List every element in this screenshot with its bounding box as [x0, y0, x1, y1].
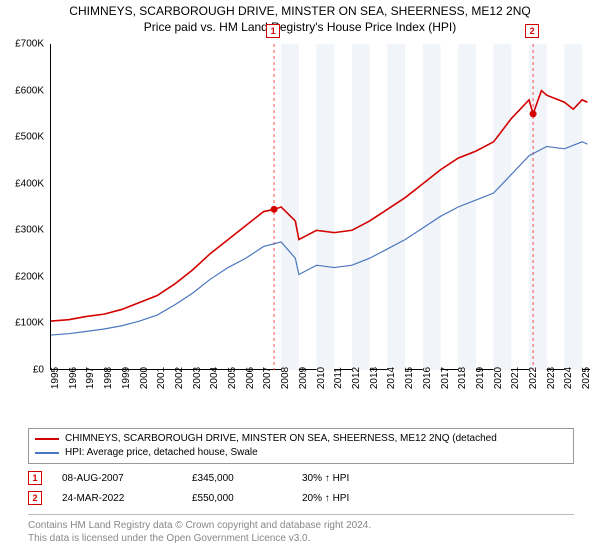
x-tick-label: 2017 — [440, 367, 451, 389]
x-tick-label: 1995 — [50, 367, 61, 389]
sales-row: 2 24-MAR-2022£550,00020% ↑ HPI — [28, 488, 574, 508]
sales-price: £550,000 — [192, 493, 302, 504]
x-tick-label: 2023 — [546, 367, 557, 389]
band-bg — [317, 44, 335, 370]
sales-table: 1 08-AUG-2007£345,00030% ↑ HPI 2 24-MAR-202… — [28, 468, 574, 508]
x-tick-label: 2016 — [422, 367, 433, 389]
legend-label: CHIMNEYS, SCARBOROUGH DRIVE, MINSTER ON … — [65, 432, 497, 446]
chart-title-line1: CHIMNEYS, SCARBOROUGH DRIVE, MINSTER ON … — [0, 4, 600, 18]
legend-swatch — [35, 438, 59, 440]
x-tick-label: 2012 — [351, 367, 362, 389]
x-tick-label: 2015 — [404, 367, 415, 389]
x-tick-label: 2004 — [209, 367, 220, 389]
y-tick-label: £700K — [15, 39, 44, 50]
sale-marker-box: 2 — [525, 24, 539, 38]
x-tick-label: 2003 — [192, 367, 203, 389]
x-axis: 1995199619971998199920002001200220032004… — [50, 374, 590, 404]
chart-svg — [51, 44, 591, 370]
x-tick-label: 1996 — [68, 367, 79, 389]
sales-row: 1 08-AUG-2007£345,00030% ↑ HPI — [28, 468, 574, 488]
y-tick-label: £200K — [15, 271, 44, 282]
x-tick-label: 2011 — [333, 367, 344, 389]
x-tick-label: 2021 — [510, 367, 521, 389]
x-tick-label: 2024 — [563, 367, 574, 389]
y-tick-label: £400K — [15, 178, 44, 189]
footer-line1: Contains HM Land Registry data © Crown c… — [28, 519, 574, 532]
sales-diff: 20% ↑ HPI — [302, 493, 412, 504]
x-tick-label: 2013 — [369, 367, 380, 389]
x-tick-label: 2005 — [227, 367, 238, 389]
y-tick-label: £500K — [15, 132, 44, 143]
y-tick-label: £100K — [15, 318, 44, 329]
sales-date: 08-AUG-2007 — [62, 473, 192, 484]
band-bg — [494, 44, 512, 370]
footer: Contains HM Land Registry data © Crown c… — [28, 514, 574, 545]
chart-container: CHIMNEYS, SCARBOROUGH DRIVE, MINSTER ON … — [0, 0, 600, 560]
x-tick-label: 2014 — [386, 367, 397, 389]
sales-marker-box: 1 — [28, 471, 42, 485]
x-tick-label: 1997 — [85, 367, 96, 389]
x-tick-label: 2022 — [528, 367, 539, 389]
x-tick-label: 2025 — [581, 367, 592, 389]
band-bg — [458, 44, 476, 370]
sales-date: 24-MAR-2022 — [62, 493, 192, 504]
x-tick-label: 2018 — [457, 367, 468, 389]
x-tick-label: 1998 — [103, 367, 114, 389]
chart-title-line2: Price paid vs. HM Land Registry's House … — [0, 20, 600, 34]
sales-diff: 30% ↑ HPI — [302, 473, 412, 484]
y-tick-label: £300K — [15, 225, 44, 236]
sale-dot — [271, 206, 278, 213]
x-tick-label: 2002 — [174, 367, 185, 389]
x-tick-label: 2001 — [156, 367, 167, 389]
sale-marker-box: 1 — [266, 24, 280, 38]
chart-area: £0 £100K £200K £300K £400K £500K £600K £700K 12… — [0, 40, 600, 400]
x-tick-label: 2010 — [316, 367, 327, 389]
x-tick-label: 2007 — [262, 367, 273, 389]
legend-label: HPI: Average price, detached house, Swal… — [65, 446, 258, 460]
plot-area: 12 — [50, 44, 590, 370]
band-bg — [564, 44, 582, 370]
sales-price: £345,000 — [192, 473, 302, 484]
band-bg — [423, 44, 441, 370]
x-tick-label: 2019 — [475, 367, 486, 389]
sale-dot — [530, 110, 537, 117]
x-tick-label: 2000 — [139, 367, 150, 389]
x-tick-label: 2008 — [280, 367, 291, 389]
band-bg — [281, 44, 299, 370]
sales-marker-box: 2 — [28, 491, 42, 505]
legend-row: HPI: Average price, detached house, Swal… — [35, 446, 567, 460]
x-tick-label: 2006 — [245, 367, 256, 389]
legend: CHIMNEYS, SCARBOROUGH DRIVE, MINSTER ON … — [28, 428, 574, 464]
title-block: CHIMNEYS, SCARBOROUGH DRIVE, MINSTER ON … — [0, 0, 600, 34]
footer-line2: This data is licensed under the Open Gov… — [28, 532, 574, 545]
x-tick-label: 2009 — [298, 367, 309, 389]
band-bg — [352, 44, 370, 370]
y-tick-label: £0 — [33, 365, 44, 376]
y-tick-label: £600K — [15, 85, 44, 96]
legend-row: CHIMNEYS, SCARBOROUGH DRIVE, MINSTER ON … — [35, 432, 567, 446]
legend-swatch — [35, 452, 59, 454]
x-tick-label: 2020 — [493, 367, 504, 389]
x-tick-label: 1999 — [121, 367, 132, 389]
y-axis: £0£100K£200K£300K£400K£500K£600K£700K — [0, 40, 48, 370]
